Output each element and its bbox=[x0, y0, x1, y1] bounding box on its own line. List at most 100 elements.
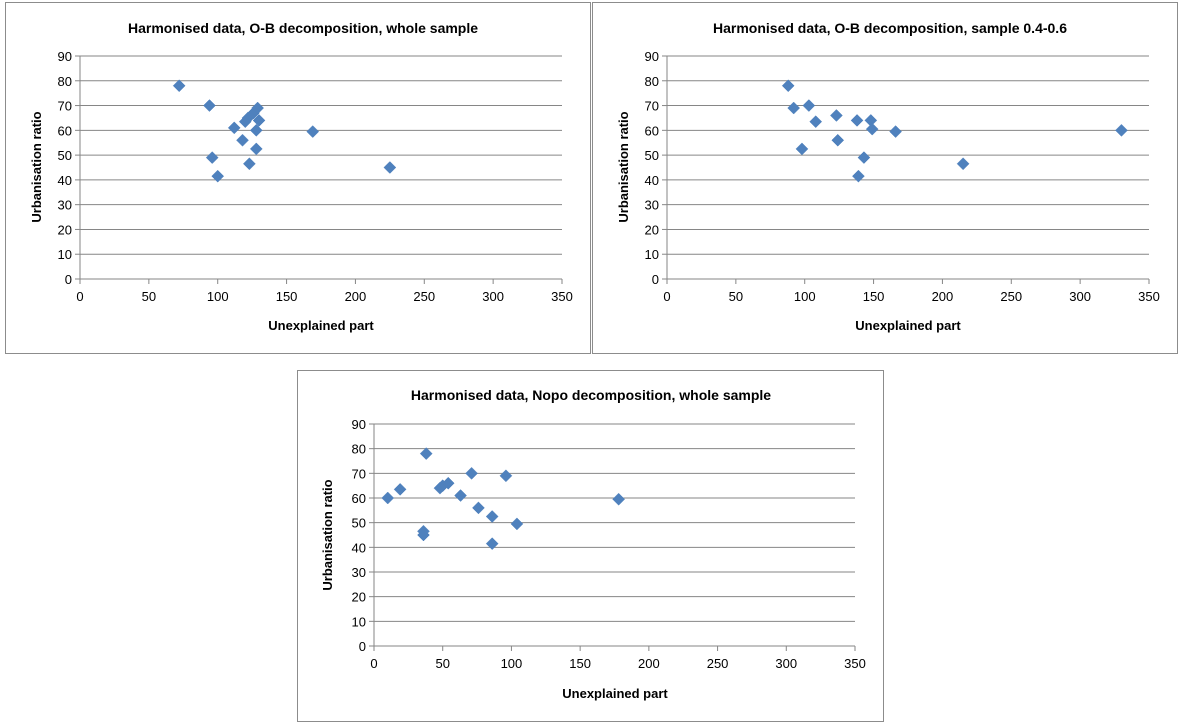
data-point bbox=[795, 142, 809, 156]
x-tick-label: 0 bbox=[663, 289, 670, 304]
x-tick-label: 0 bbox=[370, 656, 377, 671]
data-point bbox=[249, 123, 263, 137]
y-tick-label: 90 bbox=[352, 417, 366, 432]
data-point bbox=[454, 489, 467, 502]
y-axis-title: Urbanisation ratio bbox=[320, 479, 335, 590]
data-point bbox=[830, 109, 843, 122]
data-point bbox=[485, 537, 499, 550]
x-tick-label: 300 bbox=[482, 289, 504, 304]
y-tick-label: 70 bbox=[58, 99, 72, 114]
x-tick-label: 200 bbox=[638, 656, 660, 671]
y-tick-label: 70 bbox=[645, 99, 659, 114]
data-point bbox=[203, 99, 216, 112]
data-point bbox=[211, 169, 225, 183]
data-point bbox=[252, 114, 266, 127]
data-point bbox=[236, 133, 249, 147]
scatter-chart: Harmonised data, Nopo decomposition, who… bbox=[320, 387, 866, 701]
data-point bbox=[857, 151, 871, 164]
data-point bbox=[510, 517, 524, 531]
data-point bbox=[499, 469, 513, 483]
chart-title: Harmonised data, O-B decomposition, whol… bbox=[128, 20, 478, 36]
x-tick-label: 300 bbox=[775, 656, 797, 671]
y-tick-label: 20 bbox=[352, 590, 366, 605]
chart-title: Harmonised data, O-B decomposition, samp… bbox=[713, 20, 1067, 36]
data-point bbox=[393, 483, 407, 496]
x-tick-label: 150 bbox=[863, 289, 885, 304]
y-tick-label: 60 bbox=[58, 123, 72, 138]
data-point bbox=[227, 121, 241, 135]
data-point bbox=[381, 491, 395, 505]
data-point bbox=[612, 492, 625, 506]
x-axis-title: Unexplained part bbox=[562, 686, 668, 701]
data-point bbox=[865, 122, 879, 136]
x-axis-title: Unexplained part bbox=[855, 318, 961, 333]
y-tick-label: 10 bbox=[352, 614, 366, 629]
y-tick-label: 80 bbox=[352, 442, 366, 457]
data-point bbox=[465, 466, 478, 480]
chart-panel-nopo-whole: Harmonised data, Nopo decomposition, who… bbox=[297, 370, 884, 722]
data-point bbox=[383, 161, 397, 174]
data-point bbox=[852, 169, 865, 183]
y-tick-label: 40 bbox=[352, 540, 366, 555]
y-tick-label: 20 bbox=[645, 222, 659, 237]
scatter-chart: Harmonised data, O-B decomposition, samp… bbox=[616, 20, 1160, 333]
y-tick-label: 60 bbox=[352, 491, 366, 506]
data-point bbox=[485, 510, 499, 523]
data-point bbox=[306, 125, 320, 138]
data-point bbox=[809, 115, 823, 129]
y-tick-label: 0 bbox=[652, 272, 659, 287]
data-point bbox=[419, 447, 433, 460]
chart-title: Harmonised data, Nopo decomposition, who… bbox=[411, 387, 771, 403]
x-tick-label: 200 bbox=[932, 289, 954, 304]
y-tick-label: 0 bbox=[359, 639, 366, 654]
data-point bbox=[787, 101, 801, 115]
x-tick-label: 200 bbox=[345, 289, 367, 304]
data-point bbox=[802, 99, 816, 112]
y-tick-label: 10 bbox=[58, 247, 72, 262]
data-point bbox=[850, 114, 864, 127]
y-tick-label: 30 bbox=[58, 198, 72, 213]
y-tick-label: 40 bbox=[645, 173, 659, 188]
x-tick-label: 100 bbox=[794, 289, 816, 304]
data-point bbox=[249, 142, 263, 156]
data-point bbox=[956, 157, 970, 171]
y-tick-label: 80 bbox=[58, 74, 72, 89]
chart-panel-ob-sample: Harmonised data, O-B decomposition, samp… bbox=[592, 2, 1178, 354]
x-tick-label: 350 bbox=[551, 289, 573, 304]
y-tick-label: 90 bbox=[58, 49, 72, 64]
y-tick-label: 80 bbox=[645, 74, 659, 89]
x-tick-label: 250 bbox=[413, 289, 435, 304]
data-point bbox=[172, 79, 186, 93]
x-tick-label: 50 bbox=[142, 289, 156, 304]
y-tick-label: 70 bbox=[352, 466, 366, 481]
x-tick-label: 100 bbox=[207, 289, 229, 304]
y-tick-label: 40 bbox=[58, 173, 72, 188]
data-point bbox=[441, 476, 455, 490]
y-tick-label: 0 bbox=[65, 272, 72, 287]
x-tick-label: 250 bbox=[1000, 289, 1022, 304]
x-tick-label: 150 bbox=[569, 656, 591, 671]
y-tick-label: 50 bbox=[352, 516, 366, 531]
data-point bbox=[831, 133, 845, 147]
y-tick-label: 30 bbox=[352, 565, 366, 580]
data-point bbox=[251, 101, 265, 115]
y-tick-label: 30 bbox=[645, 198, 659, 213]
y-tick-label: 10 bbox=[645, 247, 659, 262]
data-point bbox=[417, 528, 430, 542]
x-tick-label: 0 bbox=[76, 289, 83, 304]
y-tick-label: 20 bbox=[58, 222, 72, 237]
x-tick-label: 250 bbox=[707, 656, 729, 671]
y-tick-label: 50 bbox=[58, 148, 72, 163]
scatter-chart: Harmonised data, O-B decomposition, whol… bbox=[29, 20, 573, 333]
x-tick-label: 350 bbox=[1138, 289, 1160, 304]
x-tick-label: 150 bbox=[276, 289, 298, 304]
x-tick-label: 50 bbox=[729, 289, 743, 304]
data-point bbox=[1115, 123, 1128, 137]
data-point bbox=[781, 79, 795, 93]
y-tick-label: 60 bbox=[645, 123, 659, 138]
x-tick-label: 100 bbox=[501, 656, 523, 671]
y-tick-label: 50 bbox=[645, 148, 659, 163]
y-axis-title: Urbanisation ratio bbox=[616, 111, 631, 222]
y-tick-label: 90 bbox=[645, 49, 659, 64]
x-axis-title: Unexplained part bbox=[268, 318, 374, 333]
